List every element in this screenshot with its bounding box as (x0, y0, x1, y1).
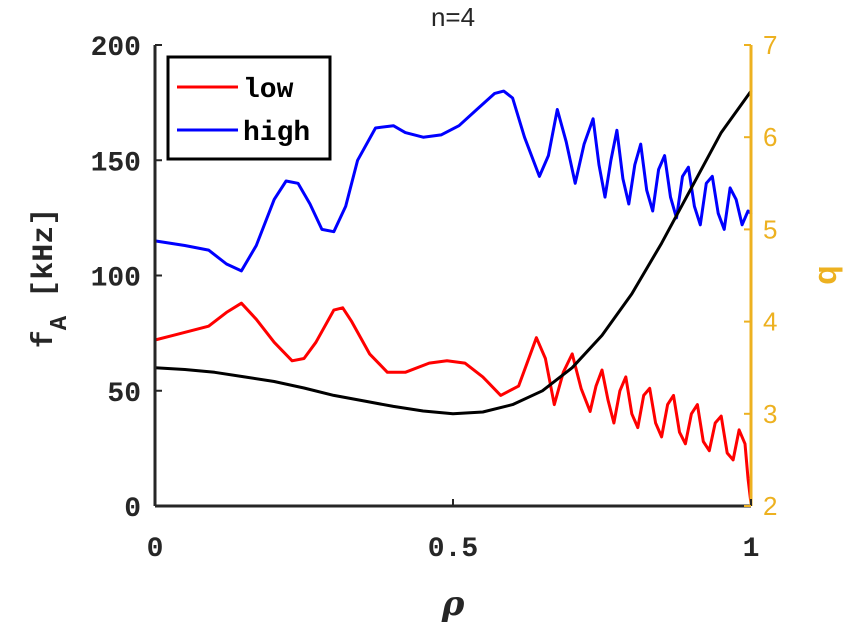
legend-label-low: low (243, 75, 294, 106)
y2-tick-label: 6 (763, 122, 777, 152)
legend-box (166, 55, 332, 161)
axes-layer: 0 0.5 1 0 50 100 150 200 2 3 4 5 6 7 (91, 30, 778, 565)
chart-title: n=4 (431, 2, 475, 32)
svg-text:q: q (807, 265, 843, 285)
y2-tick-label: 3 (763, 399, 777, 429)
y-axis-label: fA [kHz] (28, 208, 74, 348)
x-tick-label: 1 (743, 534, 760, 565)
y2-tick-label: 5 (763, 214, 777, 244)
y-tick-label: 100 (91, 264, 141, 295)
y2-tick-label: 4 (763, 307, 777, 337)
legend: low high (166, 55, 332, 161)
y-tick-label: 50 (107, 379, 141, 410)
y-axis-label-gap (28, 298, 62, 316)
series-line-high (153, 89, 753, 273)
y-axis-label-subscript: A (47, 315, 74, 330)
y-axis-label-symbol: f (28, 330, 62, 348)
series-line-q (153, 89, 753, 416)
series-line-low (153, 301, 753, 506)
y-tick-label: 150 (91, 148, 141, 179)
y2-axis-label: q (807, 265, 843, 285)
series-layer (153, 89, 753, 506)
y-tick-label: 0 (124, 494, 141, 525)
svg-text:fA [kHz]: fA [kHz] (28, 208, 74, 348)
y-tick-label: 200 (91, 33, 141, 64)
y-axis-label-unit: [kHz] (28, 208, 62, 298)
y2-tick-label: 2 (763, 491, 777, 521)
x-tick-label: 0 (147, 534, 164, 565)
y2-tick-label: 7 (763, 30, 777, 60)
legend-label-high: high (243, 118, 310, 149)
x-tick-label: 0.5 (428, 534, 478, 565)
x-axis-label: ρ (441, 584, 465, 624)
